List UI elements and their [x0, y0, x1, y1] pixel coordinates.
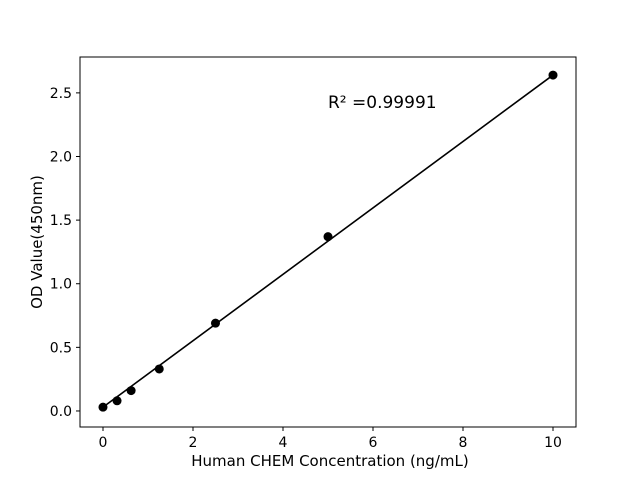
- data-series: [98, 70, 558, 412]
- data-point: [548, 70, 558, 80]
- y-tick-label: 2.5: [50, 86, 72, 102]
- plot-border: [79, 56, 577, 428]
- data-point: [126, 386, 136, 396]
- y-axis-label: OD Value(450nm): [28, 175, 46, 309]
- r-squared-annotation: R² =0.99991: [328, 93, 437, 113]
- y-tick-label: 0.5: [50, 340, 72, 356]
- data-point: [323, 232, 333, 242]
- data-point: [210, 318, 220, 328]
- x-axis-label: Human CHEM Concentration (ng/mL): [191, 452, 468, 470]
- x-tick-label: 0: [99, 435, 108, 451]
- x-tick-label: 4: [279, 435, 288, 451]
- y-tick-label: 0.0: [50, 404, 72, 420]
- y-tick-label: 1.5: [50, 213, 72, 229]
- data-point: [154, 364, 164, 374]
- x-tick-label: 6: [369, 435, 378, 451]
- x-tick-label: 8: [459, 435, 468, 451]
- y-tick-label: 1.0: [50, 277, 72, 293]
- x-tick-label: 2: [189, 435, 198, 451]
- data-point: [98, 402, 108, 412]
- x-axis-ticks: 0 2 4 6 8 10: [99, 427, 562, 451]
- x-tick-label: 10: [544, 435, 562, 451]
- data-point: [112, 396, 122, 406]
- y-tick-label: 2.0: [50, 149, 72, 165]
- y-axis-ticks: 0.0 0.5 1.0 1.5 2.0 2.5: [50, 86, 80, 420]
